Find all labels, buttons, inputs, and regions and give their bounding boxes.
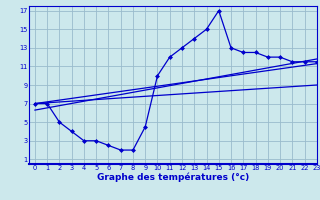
X-axis label: Graphe des températures (°c): Graphe des températures (°c) [97,173,249,182]
